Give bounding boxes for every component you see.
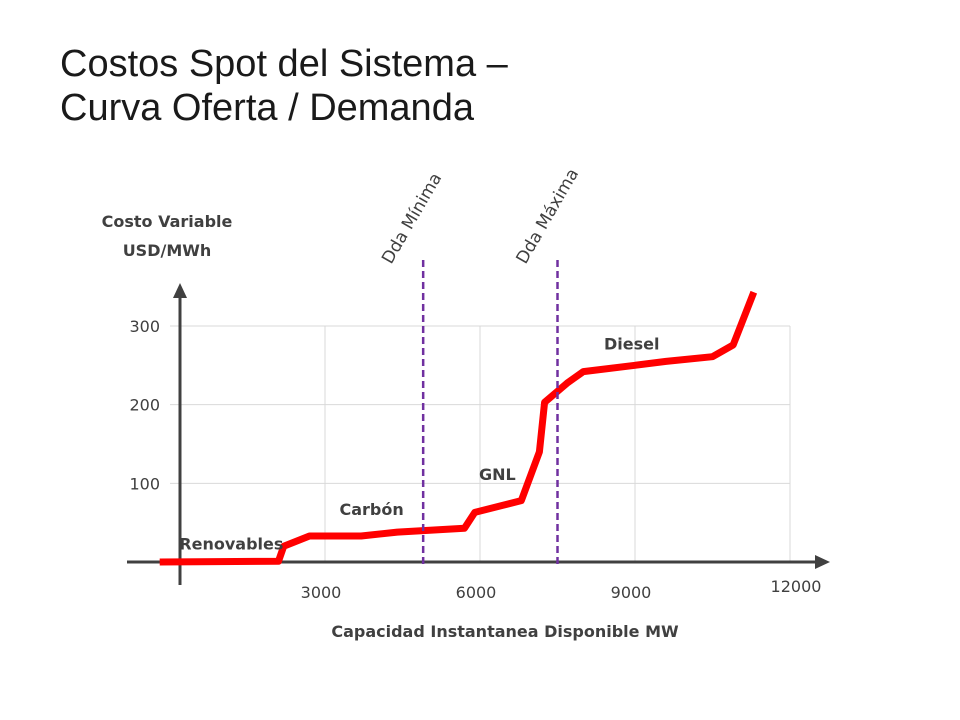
y-axis-arrow bbox=[173, 283, 187, 298]
x-tick-label: 9000 bbox=[611, 583, 652, 602]
curve-annotation: Carbón bbox=[339, 500, 403, 519]
demand-layer bbox=[421, 260, 559, 568]
y-axis-title-line-1: Costo Variable bbox=[102, 212, 233, 231]
y-tick-label: 200 bbox=[129, 396, 160, 415]
x-tick-label: 3000 bbox=[301, 583, 342, 602]
x-tick-label: 6000 bbox=[456, 583, 497, 602]
y-tick-label: 300 bbox=[129, 317, 160, 336]
y-tick-label: 100 bbox=[129, 474, 160, 493]
text-layer: 100 200 300 3000 6000 9000 12000 Dda Mínima Dda … bbox=[102, 165, 822, 641]
title-line-1: Costos Spot del Sistema – bbox=[60, 43, 508, 85]
curve-annotation: Renovables bbox=[179, 534, 283, 553]
demand-line-label: Dda Máxima bbox=[513, 165, 584, 267]
x-axis-title: Capacidad Instantanea Disponible MW bbox=[331, 622, 679, 641]
supply-curve bbox=[159, 290, 758, 566]
y-axis-title-line-2: USD/MWh bbox=[123, 241, 212, 260]
demand-line-label: Dda Mínima bbox=[378, 170, 446, 268]
x-axis-arrow bbox=[815, 555, 830, 569]
curve-annotation: GNL bbox=[479, 465, 516, 484]
curve-layer bbox=[159, 290, 758, 566]
curve-annotation: Diesel bbox=[604, 335, 659, 354]
title-line-2: Curva Oferta / Demanda bbox=[60, 87, 474, 129]
page-title: Costos Spot del Sistema – Curva Oferta /… bbox=[60, 42, 508, 130]
x-tick-label: 12000 bbox=[771, 577, 822, 596]
